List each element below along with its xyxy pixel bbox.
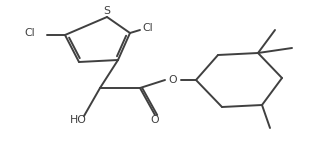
Text: O: O: [151, 115, 159, 125]
Text: Cl: Cl: [25, 28, 35, 38]
Text: HO: HO: [70, 115, 86, 125]
Text: Cl: Cl: [143, 23, 153, 33]
Text: S: S: [103, 6, 110, 16]
Text: O: O: [169, 75, 177, 85]
